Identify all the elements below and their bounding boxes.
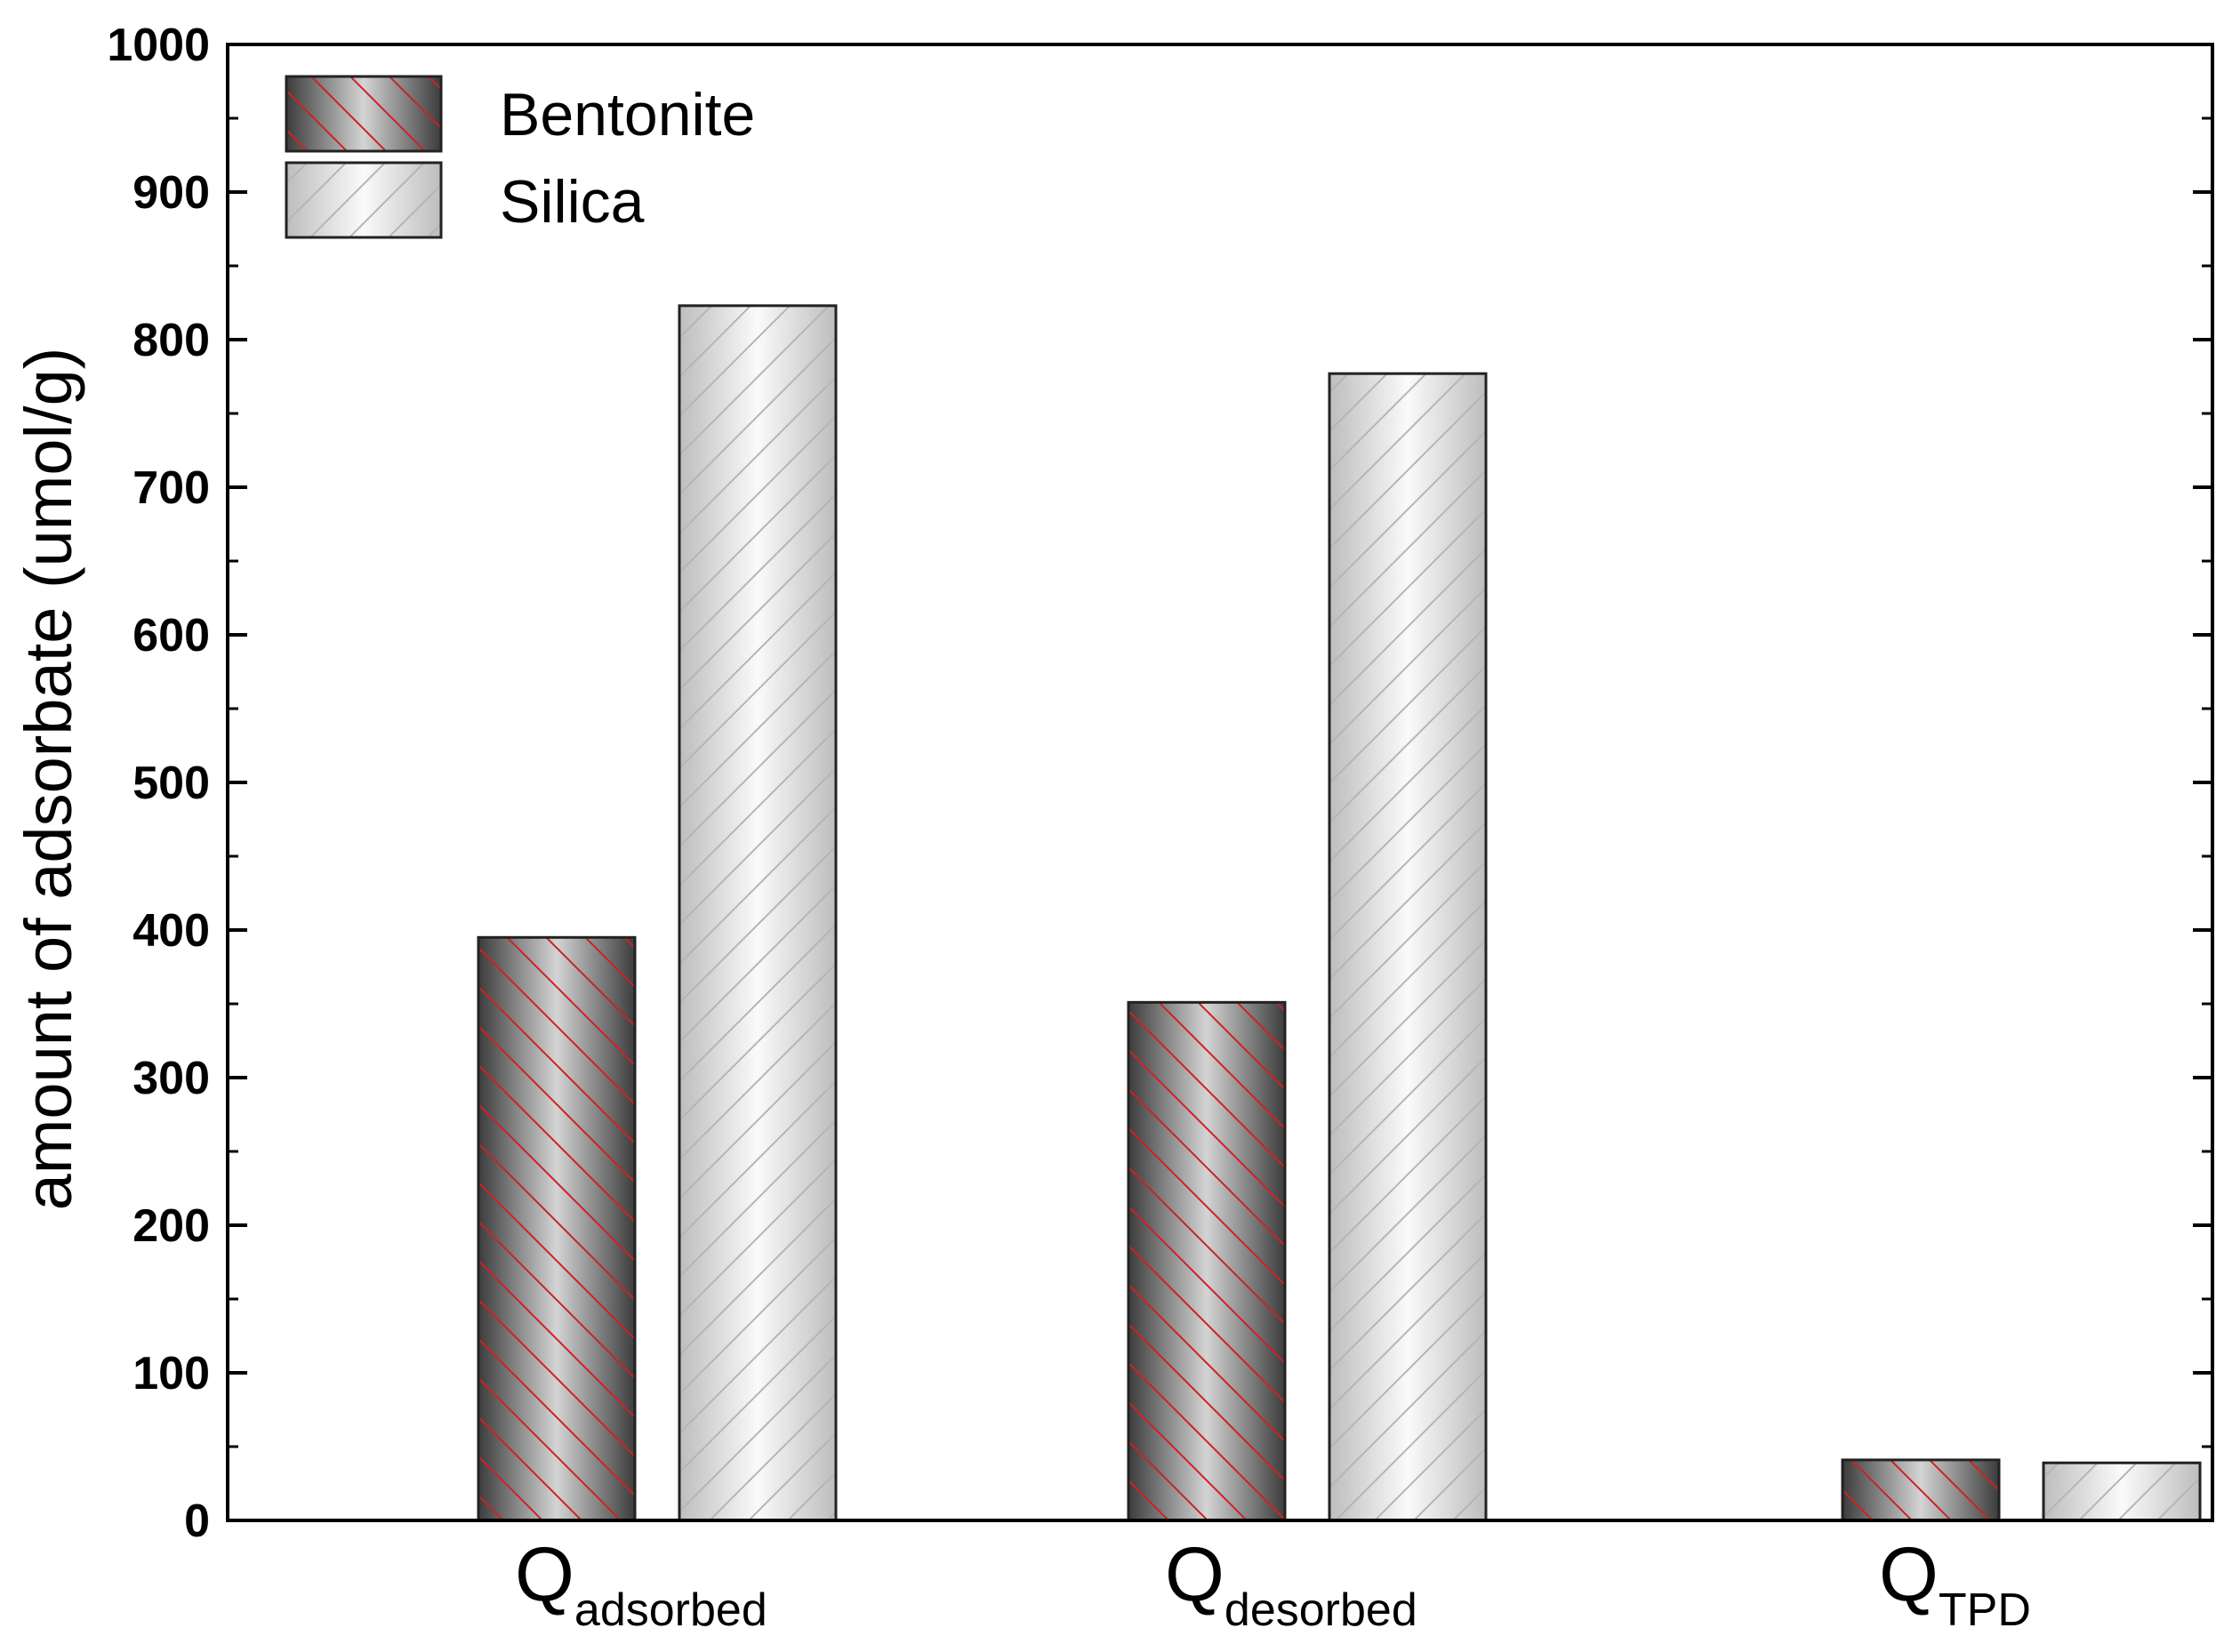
- legend-label-silica: Silica: [500, 168, 645, 236]
- bars: [477, 304, 2202, 1522]
- legend: Bentonite Silica: [285, 75, 755, 239]
- y-tick-label: 300: [132, 1053, 210, 1104]
- legend-swatch-silica-hatch: [285, 161, 443, 239]
- bar-bentonite-adsorbed: [477, 935, 637, 1522]
- x-category-subscript: TPD: [1939, 1584, 2031, 1636]
- bar-hatch: [477, 935, 637, 1522]
- bar-hatch: [1328, 372, 1488, 1522]
- bar-hatch: [1841, 1458, 2001, 1522]
- plot-frame: [226, 43, 2214, 1522]
- bar-bentonite-tpd: [1841, 1458, 2001, 1522]
- bar-bentonite-desorbed: [1127, 1000, 1287, 1522]
- bar-hatch: [2042, 1461, 2202, 1522]
- y-tick-label: 200: [132, 1200, 210, 1252]
- y-tick-label: 900: [132, 167, 210, 219]
- x-category-label: QTPD: [1879, 1532, 2031, 1636]
- bar-silica-desorbed: [1328, 372, 1488, 1522]
- legend-label-bentonite: Bentonite: [500, 81, 755, 148]
- y-tick-label: 800: [132, 315, 210, 366]
- y-axis-ticks: 0 100 200 300 400 500 600 700 800 900 1000: [107, 20, 2212, 1547]
- x-category-subscript: desorbed: [1224, 1584, 1417, 1636]
- y-tick-label: 400: [132, 905, 210, 957]
- y-tick-label: 100: [132, 1348, 210, 1399]
- y-tick-label: 500: [132, 758, 210, 809]
- y-tick-label: 1000: [107, 20, 210, 71]
- y-tick-label: 700: [132, 462, 210, 514]
- y-axis-title: amount of adsorbate (umol/g): [12, 348, 85, 1211]
- x-axis-labels: Qadsorbed Qdesorbed QTPD: [515, 1532, 2031, 1636]
- x-category-label: Qadsorbed: [515, 1532, 767, 1636]
- bar-silica-adsorbed: [678, 304, 838, 1522]
- bar-hatch: [1127, 1000, 1287, 1522]
- legend-swatch-bentonite-hatch: [285, 75, 443, 153]
- bar-silica-tpd: [2042, 1461, 2202, 1522]
- bar-hatch: [678, 304, 838, 1522]
- y-tick-label: 0: [184, 1496, 210, 1547]
- y-tick-label: 600: [132, 610, 210, 662]
- x-category-subscript: adsorbed: [574, 1584, 767, 1636]
- x-category-label: Qdesorbed: [1165, 1532, 1417, 1636]
